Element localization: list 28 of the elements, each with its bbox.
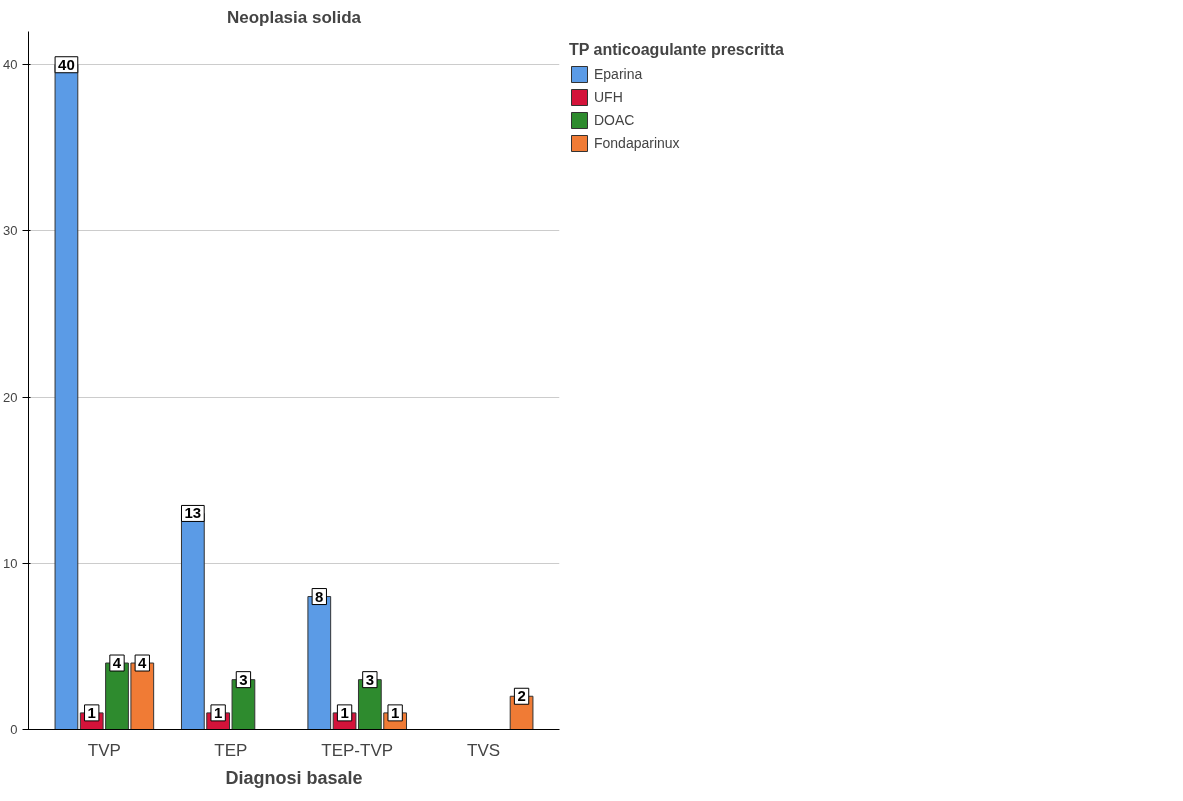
y-tick-label: 20 bbox=[3, 389, 18, 405]
data-label: 4 bbox=[138, 654, 148, 672]
data-label: 40 bbox=[58, 55, 75, 73]
y-tick-label: 10 bbox=[3, 555, 18, 571]
x-tick-label: TVS bbox=[467, 740, 501, 760]
y-tick-label: 30 bbox=[3, 223, 18, 239]
legend-label: Fondaparinux bbox=[594, 135, 680, 151]
y-tick-label: 40 bbox=[3, 57, 18, 73]
x-tick-label: TVP bbox=[87, 740, 121, 760]
data-label: 1 bbox=[87, 703, 96, 721]
legend-label: Eparina bbox=[594, 66, 643, 82]
y-tick-label: 0 bbox=[10, 722, 18, 737]
legend-title: TP anticoagulante prescritta bbox=[569, 41, 784, 59]
x-axis-title: Diagnosi basale bbox=[225, 767, 363, 788]
data-label: 8 bbox=[315, 587, 324, 605]
legend-label: DOAC bbox=[594, 112, 635, 128]
data-label: 1 bbox=[213, 703, 223, 721]
data-label: 3 bbox=[239, 670, 248, 688]
legend-label: UFH bbox=[594, 89, 623, 105]
data-label: 1 bbox=[340, 703, 349, 721]
data-label: 13 bbox=[184, 504, 202, 522]
x-tick-label: TEP bbox=[214, 740, 248, 760]
data-label: 4 bbox=[112, 654, 122, 672]
x-tick-label: TEP-TVP bbox=[321, 740, 394, 760]
data-label: 3 bbox=[365, 670, 375, 688]
data-label: 2 bbox=[517, 687, 526, 705]
data-label: 1 bbox=[390, 703, 400, 721]
chart-title: Neoplasia solida bbox=[226, 7, 362, 27]
